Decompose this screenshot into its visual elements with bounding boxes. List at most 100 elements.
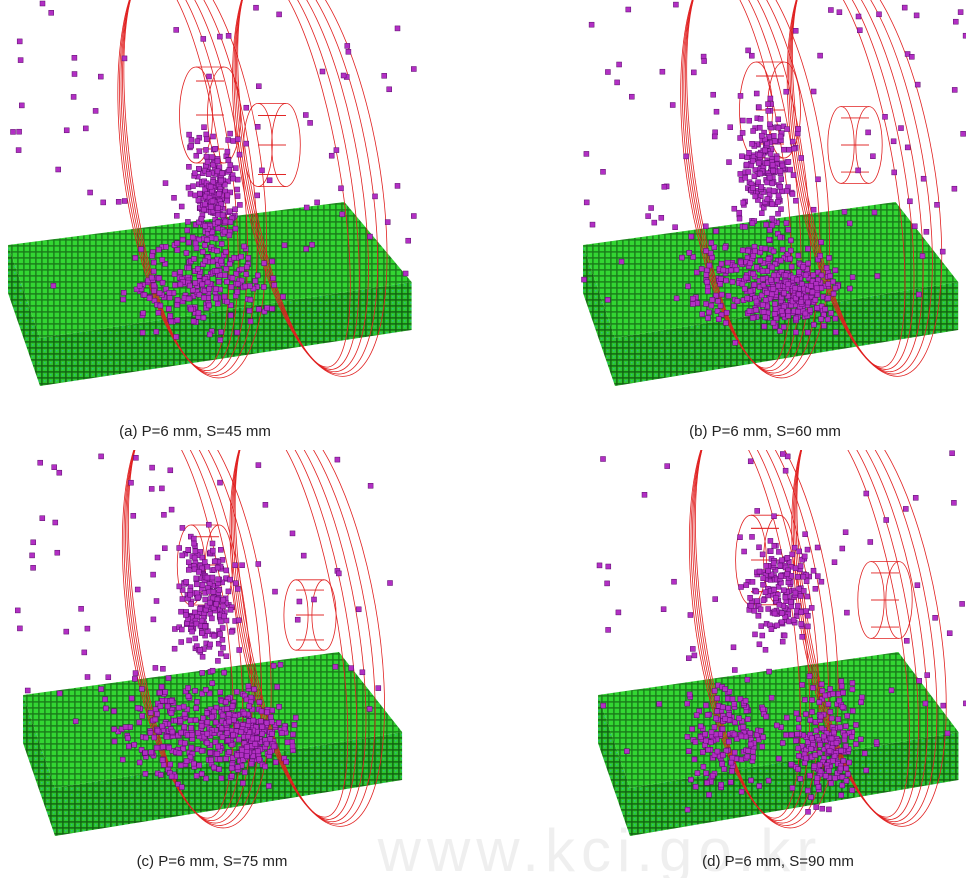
particle <box>951 500 956 505</box>
particle <box>290 531 295 536</box>
particle <box>228 607 233 612</box>
particle <box>411 214 416 219</box>
particle <box>769 292 774 297</box>
particle <box>179 204 184 209</box>
particle <box>233 581 238 586</box>
particle <box>244 272 249 277</box>
particle <box>199 723 204 728</box>
particle <box>153 707 158 712</box>
particle <box>184 251 189 256</box>
particle <box>226 589 231 594</box>
particle <box>148 710 153 715</box>
particle <box>242 244 247 249</box>
particle <box>216 744 221 749</box>
particle <box>230 276 235 281</box>
particle <box>235 765 240 770</box>
particle <box>912 224 917 229</box>
particle <box>203 687 208 692</box>
particle <box>815 545 820 550</box>
particle <box>763 590 768 595</box>
particle <box>147 296 152 301</box>
particle <box>277 12 282 17</box>
particle <box>213 286 218 291</box>
particle <box>260 168 265 173</box>
particle <box>180 525 185 530</box>
particle <box>806 809 811 814</box>
particle <box>815 574 820 579</box>
particle <box>714 229 719 234</box>
particle <box>815 775 820 780</box>
particle <box>395 183 400 188</box>
particle <box>202 560 207 565</box>
panel-content <box>582 0 966 388</box>
particle <box>202 125 207 130</box>
particle <box>234 689 239 694</box>
particle <box>195 699 200 704</box>
particle <box>753 632 758 637</box>
particle <box>212 559 217 564</box>
particle <box>660 69 665 74</box>
particle <box>235 137 240 142</box>
particle <box>240 748 245 753</box>
particle <box>85 675 90 680</box>
particle <box>744 162 749 167</box>
particle <box>860 695 865 700</box>
particle <box>796 126 801 131</box>
particle <box>403 271 408 276</box>
particle <box>235 194 240 199</box>
particle <box>55 550 60 555</box>
particle <box>248 297 253 302</box>
particle <box>757 642 762 647</box>
particle <box>169 319 174 324</box>
particle <box>771 249 776 254</box>
particle <box>741 200 746 205</box>
particle <box>704 703 709 708</box>
particle <box>758 728 763 733</box>
particle <box>799 621 804 626</box>
particle <box>891 139 896 144</box>
particle <box>902 5 907 10</box>
particle <box>218 547 223 552</box>
particle <box>263 502 268 507</box>
particle <box>781 588 786 593</box>
particle <box>202 289 207 294</box>
particle <box>847 221 852 226</box>
particle <box>154 329 159 334</box>
particle <box>193 718 198 723</box>
particle <box>156 247 161 252</box>
particle <box>172 646 177 651</box>
particle <box>264 741 269 746</box>
particle <box>247 704 252 709</box>
particle <box>724 748 729 753</box>
particle <box>103 706 108 711</box>
particle <box>233 226 238 231</box>
particle <box>184 759 189 764</box>
caption: (a) P=6 mm, S=45 mm <box>119 423 271 440</box>
particle <box>411 67 416 72</box>
particle <box>242 711 247 716</box>
particle <box>782 633 787 638</box>
particle <box>205 280 210 285</box>
particle <box>779 558 784 563</box>
particle <box>935 202 940 207</box>
particle <box>244 141 249 146</box>
particle <box>805 547 810 552</box>
particle <box>760 633 765 638</box>
particle <box>188 191 193 196</box>
particle <box>743 275 748 280</box>
particle <box>174 213 179 218</box>
particle <box>661 607 666 612</box>
particle <box>279 731 284 736</box>
particle <box>755 508 760 513</box>
particle <box>775 200 780 205</box>
particle <box>804 756 809 761</box>
particle <box>167 295 172 300</box>
particle <box>266 784 271 789</box>
particle <box>657 702 662 707</box>
particle <box>757 784 762 789</box>
particle <box>828 8 833 13</box>
particle <box>794 316 799 321</box>
cylinder <box>858 562 912 639</box>
particle <box>778 169 783 174</box>
particle <box>161 762 166 767</box>
